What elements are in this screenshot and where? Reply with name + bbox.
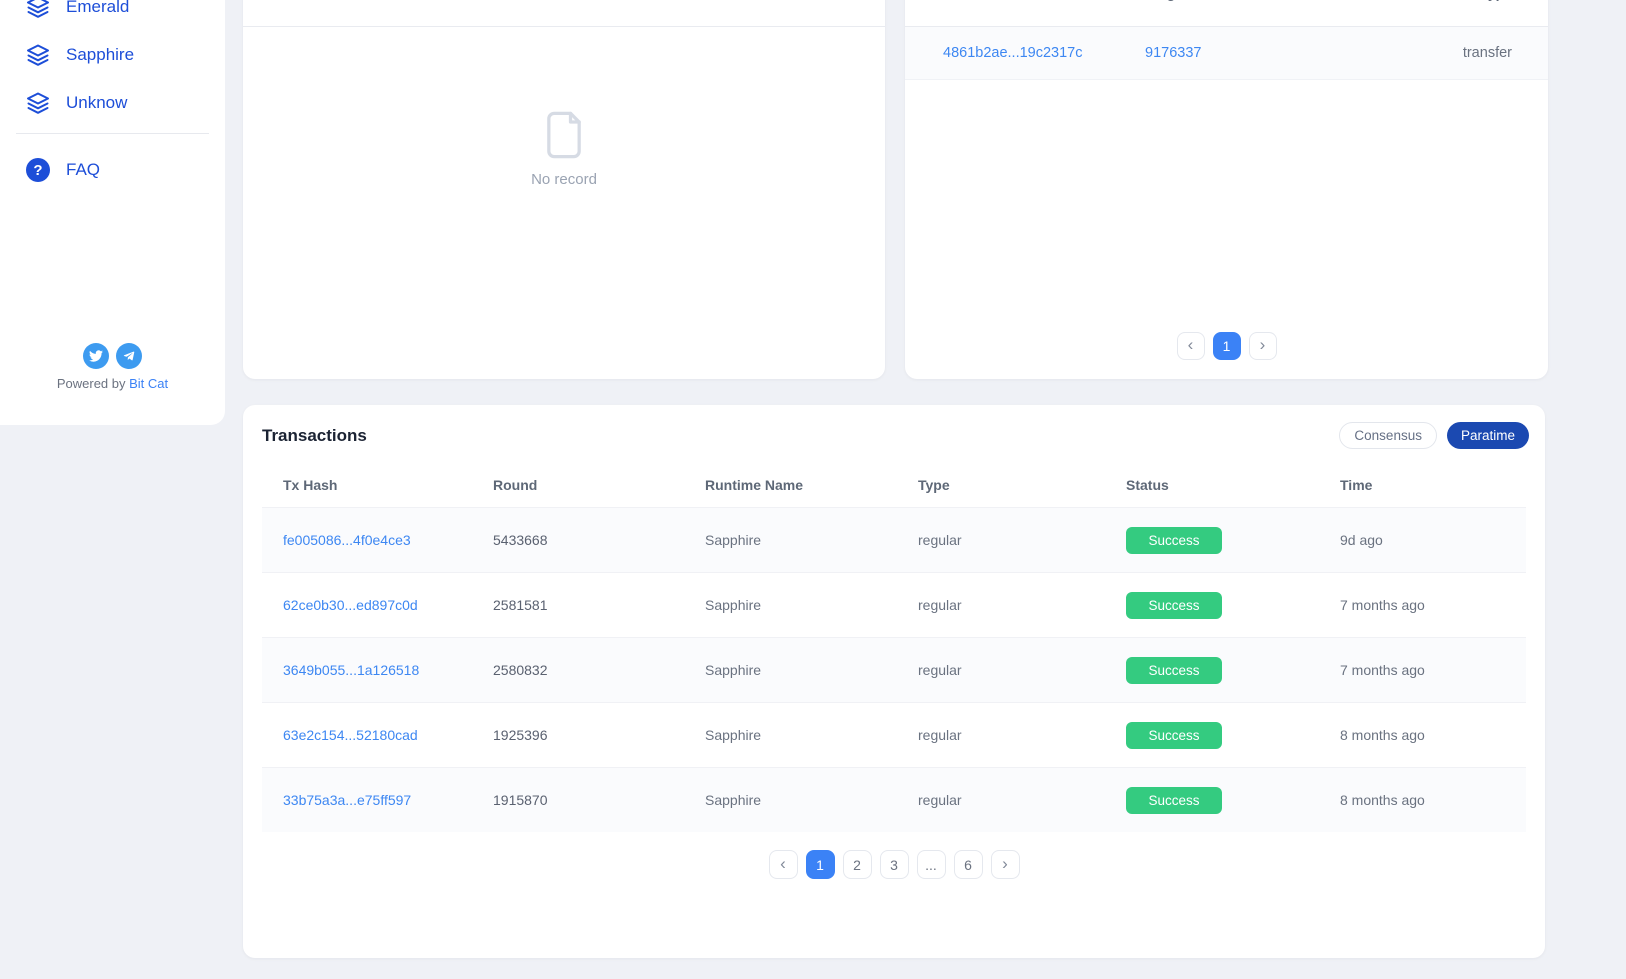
table-row: 33b75a3a...e75ff597 1915870 Sapphire reg… [262, 767, 1526, 832]
column-header-height: Height [1145, 0, 1189, 1]
tx-hash-link[interactable]: 62ce0b30...ed897c0d [283, 597, 418, 613]
column-header-round: Round [493, 477, 538, 493]
column-header-runtime: Runtime Name [705, 477, 804, 493]
validators-table-header: Validator Shares Amount [243, 0, 885, 27]
social-links [0, 343, 225, 369]
round-value: 1915870 [493, 792, 548, 808]
column-header-validator: Validator [283, 0, 342, 1]
tx-hash-link[interactable]: 63e2c154...52180cad [283, 727, 418, 743]
round-value: 2580832 [493, 662, 548, 678]
status-badge: Success [1126, 526, 1222, 554]
page-button-1[interactable]: 1 [805, 850, 835, 879]
tx-type: regular [918, 597, 962, 613]
runtime-name: Sapphire [705, 532, 762, 548]
table-row: 62ce0b30...ed897c0d 2581581 Sapphire reg… [262, 572, 1526, 637]
runtime-name: Sapphire [705, 597, 762, 613]
sidebar-item-label: Sapphire [66, 45, 135, 64]
column-header-status: Status [1126, 477, 1169, 493]
tx-hash-link[interactable]: 33b75a3a...e75ff597 [283, 792, 412, 808]
table-row: 4861b2ae...19c2317c 9176337 transfer [905, 27, 1548, 80]
page-button-3[interactable]: 3 [879, 850, 909, 879]
page-ellipsis[interactable]: ... [916, 850, 946, 879]
sidebar: Emerald Sapphire Unknow ? FAQ Powered by… [0, 0, 225, 425]
page-button-2[interactable]: 2 [842, 850, 872, 879]
powered-by: Powered by Bit Cat [0, 376, 225, 391]
next-page-button[interactable]: › [990, 850, 1020, 879]
events-pagination: ‹ 1 › [905, 332, 1548, 360]
transactions-panel: Transactions Consensus Paratime Tx Hash … [243, 405, 1545, 958]
tx-hash-link[interactable]: 3649b055...1a126518 [283, 662, 420, 678]
status-badge: Success [1126, 721, 1222, 749]
time-value: 7 months ago [1340, 597, 1425, 613]
column-header-txhash: Tx Hash [943, 0, 997, 1]
column-header-time: Time [1340, 477, 1373, 493]
table-row: fe005086...4f0e4ce3 5433668 Sapphire reg… [262, 507, 1526, 572]
bitcat-link[interactable]: Bit Cat [129, 376, 169, 391]
prev-page-button[interactable]: ‹ [1176, 332, 1205, 360]
filter-buttons: Consensus Paratime [1339, 422, 1529, 449]
paratime-button[interactable]: Paratime [1446, 422, 1529, 449]
sidebar-item-sapphire[interactable]: Sapphire [0, 37, 225, 73]
page-title: Transactions [262, 425, 367, 445]
tx-hash-link[interactable]: 4861b2ae...19c2317c [943, 45, 1083, 61]
page-button-6[interactable]: 6 [953, 850, 983, 879]
tx-type: regular [918, 727, 962, 743]
telegram-icon[interactable] [116, 343, 142, 369]
height-link[interactable]: 9176337 [1145, 45, 1202, 61]
events-panel: Tx Hash Height Type 4861b2ae...19c2317c … [905, 0, 1548, 379]
round-value: 1925396 [493, 727, 548, 743]
powered-by-text: Powered by [56, 376, 126, 391]
tx-hash-link[interactable]: fe005086...4f0e4ce3 [283, 532, 411, 548]
consensus-button[interactable]: Consensus [1339, 422, 1437, 449]
time-value: 8 months ago [1340, 727, 1425, 743]
status-badge: Success [1126, 591, 1222, 619]
layers-icon [27, 0, 49, 18]
time-value: 7 months ago [1340, 662, 1425, 678]
sidebar-item-label: Emerald [66, 0, 130, 16]
sidebar-item-faq[interactable]: ? FAQ [0, 152, 225, 188]
column-header-amount: Amount [798, 0, 851, 1]
round-value: 5433668 [493, 532, 548, 548]
column-header-txhash: Tx Hash [283, 477, 338, 493]
table-row: 63e2c154...52180cad 1925396 Sapphire reg… [262, 702, 1526, 767]
file-icon [547, 111, 581, 159]
page-button-1[interactable]: 1 [1212, 332, 1241, 360]
round-value: 2581581 [493, 597, 548, 613]
transactions-table: Tx Hash Round Runtime Name Type Status T… [262, 463, 1526, 832]
sidebar-item-label: Unknow [66, 93, 128, 112]
status-badge: Success [1126, 656, 1222, 684]
events-table-header: Tx Hash Height Type [905, 0, 1548, 27]
question-circle-icon: ? [26, 158, 50, 182]
sidebar-nav: Emerald Sapphire Unknow [0, 0, 225, 121]
time-value: 8 months ago [1340, 792, 1425, 808]
status-badge: Success [1126, 786, 1222, 814]
sidebar-item-emerald[interactable]: Emerald [0, 0, 225, 25]
tx-type: regular [918, 792, 962, 808]
prev-page-button[interactable]: ‹ [768, 850, 798, 879]
tx-type: transfer [1462, 45, 1512, 61]
transactions-table-header: Tx Hash Round Runtime Name Type Status T… [262, 463, 1526, 507]
runtime-name: Sapphire [705, 662, 762, 678]
sidebar-item-label: FAQ [66, 160, 101, 179]
time-value: 9d ago [1340, 532, 1383, 548]
validators-panel: Validator Shares Amount No record [243, 0, 885, 379]
column-header-shares: Shares [485, 0, 532, 1]
twitter-icon[interactable] [83, 343, 109, 369]
runtime-name: Sapphire [705, 792, 762, 808]
layers-icon [27, 44, 49, 66]
transactions-pagination: ‹ 1 2 3 ... 6 › [243, 850, 1545, 879]
column-header-type: Type [1480, 0, 1512, 1]
table-row: 3649b055...1a126518 2580832 Sapphire reg… [262, 637, 1526, 702]
next-page-button[interactable]: › [1248, 332, 1277, 360]
tx-type: regular [918, 532, 962, 548]
runtime-name: Sapphire [705, 727, 762, 743]
empty-state-text: No record [531, 171, 597, 188]
layers-icon [27, 92, 49, 114]
sidebar-item-unknow[interactable]: Unknow [0, 85, 225, 121]
tx-type: regular [918, 662, 962, 678]
column-header-type: Type [918, 477, 950, 493]
sidebar-divider [16, 133, 209, 134]
empty-state: No record [243, 109, 885, 188]
